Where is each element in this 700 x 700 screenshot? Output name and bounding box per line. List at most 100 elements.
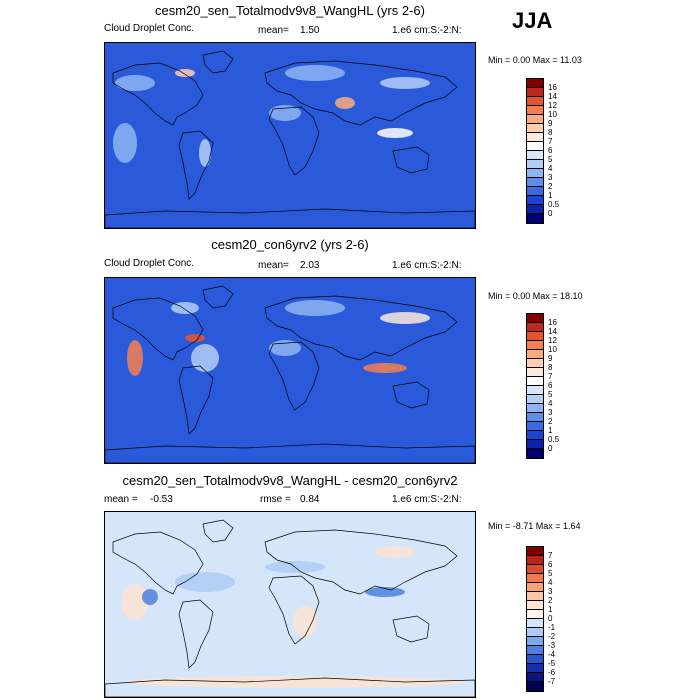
colorbar-swatch	[527, 79, 543, 88]
colorbar-swatch	[527, 368, 543, 377]
colorbar-tick-label: 9	[548, 354, 553, 363]
colorbar-tick-label: 2	[548, 182, 553, 191]
panel-3-mean-label: mean =	[104, 494, 138, 505]
colorbar-tick-label: 16	[548, 83, 557, 92]
field-contour	[185, 334, 205, 342]
coastline	[112, 62, 204, 126]
field-contour	[125, 676, 465, 688]
panel-1-colorbar	[526, 78, 544, 224]
panel-1-minmax: Min = 0.00 Max = 11.03	[488, 55, 582, 65]
field-contour	[293, 606, 317, 638]
coastline	[178, 599, 214, 669]
coastline	[268, 341, 320, 411]
colorbar-swatch	[527, 404, 543, 413]
colorbar-swatch	[527, 214, 543, 223]
colorbar-swatch	[527, 178, 543, 187]
colorbar-swatch	[527, 682, 543, 691]
panel-1-map	[104, 42, 476, 229]
coastline	[112, 531, 204, 595]
panel-2-mean-label: mean=	[258, 260, 289, 271]
field-contour	[127, 340, 143, 376]
colorbar-swatch	[527, 187, 543, 196]
colorbar-tick-label: 10	[548, 345, 557, 354]
colorbar-tick-label: 14	[548, 327, 557, 336]
colorbar-swatch	[527, 574, 543, 583]
colorbar-tick-label: 2	[548, 596, 553, 605]
colorbar-swatch	[527, 160, 543, 169]
colorbar-tick-label: 9	[548, 119, 553, 128]
panel-1-title: cesm20_sen_Totalmodv9v8_WangHL (yrs 2-6)	[155, 3, 425, 18]
panel-3-title: cesm20_sen_Totalmodv9v8_WangHL - cesm20_…	[122, 473, 458, 488]
colorbar-tick-label: 5	[548, 155, 553, 164]
colorbar-tick-label: 7	[548, 372, 553, 381]
panel-3-colorbar	[526, 546, 544, 692]
colorbar-tick-label: 0	[548, 444, 553, 453]
colorbar-swatch	[527, 395, 543, 404]
colorbar-tick-label: 12	[548, 336, 557, 345]
colorbar-tick-label: 14	[548, 92, 557, 101]
colorbar-tick-label: -1	[548, 623, 556, 632]
colorbar-tick-label: -3	[548, 641, 556, 650]
field-contour	[377, 128, 413, 138]
field-contour	[380, 312, 430, 324]
field-contour	[199, 139, 211, 167]
colorbar-tick-label: -4	[548, 650, 556, 659]
panel-2-title: cesm20_con6yrv2 (yrs 2-6)	[211, 237, 369, 252]
colorbar-tick-label: 4	[548, 164, 553, 173]
colorbar-swatch	[527, 628, 543, 637]
panel-3-rmse-value: 0.84	[300, 494, 320, 505]
colorbar-swatch	[527, 556, 543, 565]
colorbar-tick-label: 0.5	[548, 200, 560, 209]
season-label: JJA	[512, 8, 553, 33]
colorbar-swatch	[527, 377, 543, 386]
colorbar-swatch	[527, 619, 543, 628]
colorbar-tick-label: 4	[548, 578, 553, 587]
coastline	[202, 50, 234, 74]
colorbar-swatch	[527, 88, 543, 97]
colorbar-swatch	[527, 431, 543, 440]
colorbar-swatch	[527, 422, 543, 431]
coastline	[202, 285, 234, 309]
colorbar-swatch	[527, 610, 543, 619]
coastline	[202, 519, 234, 543]
colorbar-tick-label: 2	[548, 417, 553, 426]
colorbar-tick-label: 8	[548, 363, 553, 372]
colorbar-swatch	[527, 592, 543, 601]
coastline	[112, 297, 204, 361]
colorbar-swatch	[527, 350, 543, 359]
colorbar-tick-label: 3	[548, 408, 553, 417]
coastline	[105, 443, 475, 463]
panel-1-mean-value: 1.50	[300, 25, 320, 36]
coastline	[264, 529, 458, 595]
field-contour	[285, 300, 345, 316]
colorbar-tick-label: 12	[548, 101, 557, 110]
colorbar-swatch	[527, 106, 543, 115]
colorbar-swatch	[527, 169, 543, 178]
coastline	[105, 208, 475, 228]
colorbar-tick-label: 6	[548, 381, 553, 390]
colorbar-swatch	[527, 413, 543, 422]
coastline	[264, 60, 458, 126]
coastline	[264, 295, 458, 361]
field-contour	[285, 65, 345, 81]
colorbar-swatch	[527, 341, 543, 350]
field-contour	[335, 97, 355, 109]
colorbar-tick-label: 4	[548, 399, 553, 408]
colorbar-swatch	[527, 449, 543, 458]
colorbar-tick-label: -5	[548, 659, 556, 668]
colorbar-swatch	[527, 115, 543, 124]
coastline	[392, 381, 430, 409]
panel-1-mean-label: mean=	[258, 25, 289, 36]
colorbar-tick-label: 7	[548, 551, 553, 560]
field-contour	[142, 589, 158, 605]
colorbar-swatch	[527, 205, 543, 214]
colorbar-swatch	[527, 323, 543, 332]
field-contour	[115, 75, 155, 91]
coastline	[105, 677, 475, 697]
colorbar-tick-label: 1	[548, 426, 553, 435]
panel-2-minmax: Min = 0.00 Max = 18.10	[488, 291, 583, 301]
colorbar-tick-label: 6	[548, 146, 553, 155]
colorbar-tick-label: 0	[548, 614, 553, 623]
colorbar-tick-label: 6	[548, 560, 553, 569]
map-background	[105, 512, 475, 697]
